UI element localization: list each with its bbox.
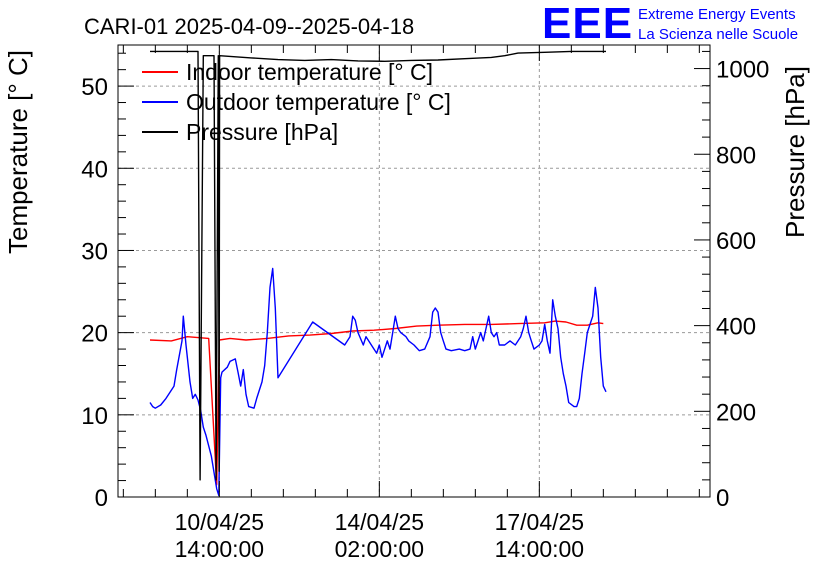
plot-frame (117, 44, 711, 498)
y-right-tick-label: 800 (716, 142, 756, 169)
series-line-2 (150, 50, 606, 481)
eee-logo-text: EEE (542, 0, 633, 48)
chart-title: CARI-01 2025-04-09--2025-04-18 (84, 14, 414, 39)
legend-label-1: Outdoor temperature [° C] (186, 89, 451, 115)
y-right-tick-label: 400 (716, 314, 756, 341)
x-tick-label-time: 14:00:00 (175, 536, 265, 562)
legend-label-2: Pressure [hPa] (186, 119, 338, 145)
eee-tagline-2: La Scienza nelle Scuole (638, 26, 798, 43)
y-right-tick-label: 0 (716, 485, 729, 512)
x-tick-label-date: 10/04/25 (175, 509, 265, 535)
x-tick-label-time: 02:00:00 (335, 536, 425, 562)
y-left-tick-label: 50 (81, 74, 108, 101)
y-left-tick-label: 20 (81, 321, 108, 348)
y-right-tick-label: 1000 (716, 57, 769, 84)
y-right-tick-label: 200 (716, 399, 756, 426)
eee-tagline-1: Extreme Energy Events (638, 6, 796, 23)
x-tick-label-date: 17/04/25 (495, 509, 585, 535)
eee-logo: EEE Extreme Energy Events La Scienza nel… (542, 0, 798, 48)
y-axis-right-label: Pressure [hPa] (780, 66, 810, 238)
x-tick-label-date: 14/04/25 (335, 509, 425, 535)
legend: Indoor temperature [° C] Outdoor temperat… (142, 59, 451, 145)
y-left-tick-label: 10 (81, 403, 108, 430)
y-axis-left-label: Temperature [° C] (3, 50, 33, 254)
y-left-tick-label: 0 (95, 485, 108, 512)
y-right-tick-label: 600 (716, 228, 756, 255)
x-tick-label-time: 14:00:00 (495, 536, 585, 562)
y-left-tick-label: 30 (81, 238, 108, 265)
axes: 010203040500200400600800100010/04/2514:0… (81, 44, 769, 562)
y-left-tick-label: 40 (81, 156, 108, 183)
series-line-0 (149, 320, 604, 486)
series-layer (149, 50, 607, 497)
legend-label-0: Indoor temperature [° C] (186, 59, 433, 85)
